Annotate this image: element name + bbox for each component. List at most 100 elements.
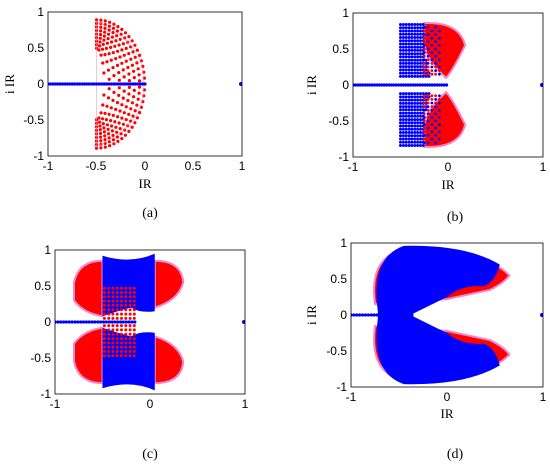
data-point bbox=[413, 134, 417, 138]
x-tick-label: 0 bbox=[445, 160, 452, 174]
data-point bbox=[399, 83, 403, 87]
data-point bbox=[111, 350, 115, 353]
data-point bbox=[120, 337, 123, 341]
data-point bbox=[398, 313, 402, 317]
data-point bbox=[120, 61, 124, 65]
data-point bbox=[99, 29, 103, 33]
data-point bbox=[419, 61, 422, 65]
data-point bbox=[413, 140, 417, 144]
panel-d: -1 0 1 1 0.5 0 -0.5 -1 IR i IR (d) bbox=[304, 236, 547, 462]
data-point bbox=[124, 303, 128, 307]
data-point bbox=[419, 124, 422, 128]
notch bbox=[418, 307, 447, 323]
data-point bbox=[111, 332, 115, 336]
data-point bbox=[404, 111, 408, 115]
data-point bbox=[132, 312, 136, 316]
data-point bbox=[132, 95, 136, 99]
data-point bbox=[410, 137, 414, 141]
data-point bbox=[107, 32, 111, 36]
data-point bbox=[103, 26, 107, 30]
data-point bbox=[117, 71, 121, 75]
data-point bbox=[126, 98, 130, 103]
data-point bbox=[124, 118, 128, 122]
data-point bbox=[401, 108, 405, 112]
data-point bbox=[407, 36, 411, 39]
data-point bbox=[422, 54, 426, 58]
data-point bbox=[416, 127, 420, 131]
data-point bbox=[438, 40, 441, 44]
data-point bbox=[433, 83, 437, 87]
data-point bbox=[143, 82, 147, 86]
data-point bbox=[105, 41, 109, 45]
data-point bbox=[116, 82, 120, 86]
data-point bbox=[127, 79, 131, 83]
data-point bbox=[416, 74, 420, 78]
data-point bbox=[107, 332, 111, 336]
y-tick-label: -0.5 bbox=[328, 114, 349, 128]
data-point bbox=[416, 32, 420, 36]
data-point bbox=[413, 36, 417, 39]
data-point bbox=[404, 105, 408, 109]
data-point bbox=[426, 134, 430, 137]
data-point bbox=[416, 121, 420, 125]
data-point bbox=[128, 303, 132, 307]
data-point bbox=[101, 122, 105, 126]
data-point bbox=[399, 111, 402, 115]
data-point bbox=[124, 316, 128, 320]
data-point bbox=[426, 51, 430, 54]
data-point bbox=[124, 105, 128, 109]
data-point bbox=[410, 108, 414, 112]
data-point bbox=[416, 48, 420, 52]
y-tick-label: -1 bbox=[33, 149, 44, 163]
data-point bbox=[438, 137, 441, 141]
data-point bbox=[352, 313, 356, 317]
data-point bbox=[421, 83, 425, 87]
data-point bbox=[419, 74, 422, 78]
caption-b: (b) bbox=[447, 210, 464, 225]
data-point bbox=[132, 354, 136, 358]
data-point bbox=[399, 36, 402, 39]
data-point bbox=[392, 83, 396, 87]
data-point bbox=[110, 129, 114, 133]
x-tick-label: 0 bbox=[444, 390, 451, 404]
data-point bbox=[128, 341, 132, 345]
data-point bbox=[407, 118, 411, 122]
data-point bbox=[115, 341, 119, 345]
data-point bbox=[404, 74, 408, 78]
data-point bbox=[124, 337, 128, 341]
data-point bbox=[104, 82, 108, 86]
data-point bbox=[84, 320, 88, 324]
data-point bbox=[419, 48, 422, 52]
data-point bbox=[416, 92, 420, 96]
y-tick-label: 1 bbox=[44, 243, 51, 257]
data-point bbox=[102, 341, 106, 345]
data-point bbox=[401, 144, 405, 147]
data-point bbox=[421, 144, 425, 147]
data-point bbox=[422, 26, 426, 29]
data-point bbox=[419, 144, 422, 147]
data-point bbox=[111, 341, 115, 345]
data-point bbox=[68, 82, 72, 86]
data-point bbox=[407, 98, 411, 102]
data-point bbox=[426, 72, 430, 76]
data-point bbox=[404, 71, 408, 75]
data-point bbox=[353, 83, 357, 87]
data-point bbox=[419, 23, 422, 26]
data-point bbox=[67, 320, 71, 324]
data-point bbox=[116, 49, 120, 53]
data-point bbox=[102, 34, 106, 38]
data-point bbox=[413, 108, 417, 112]
data-point bbox=[132, 76, 136, 80]
data-point bbox=[401, 121, 405, 125]
data-point bbox=[120, 350, 123, 353]
data-point bbox=[136, 97, 140, 101]
data-point bbox=[118, 109, 122, 113]
data-point bbox=[434, 54, 437, 58]
data-point bbox=[401, 23, 405, 26]
data-point bbox=[430, 94, 434, 98]
data-point bbox=[438, 105, 441, 108]
data-point bbox=[399, 101, 402, 105]
data-point bbox=[430, 26, 434, 29]
data-point bbox=[434, 33, 437, 36]
data-point bbox=[135, 61, 139, 65]
